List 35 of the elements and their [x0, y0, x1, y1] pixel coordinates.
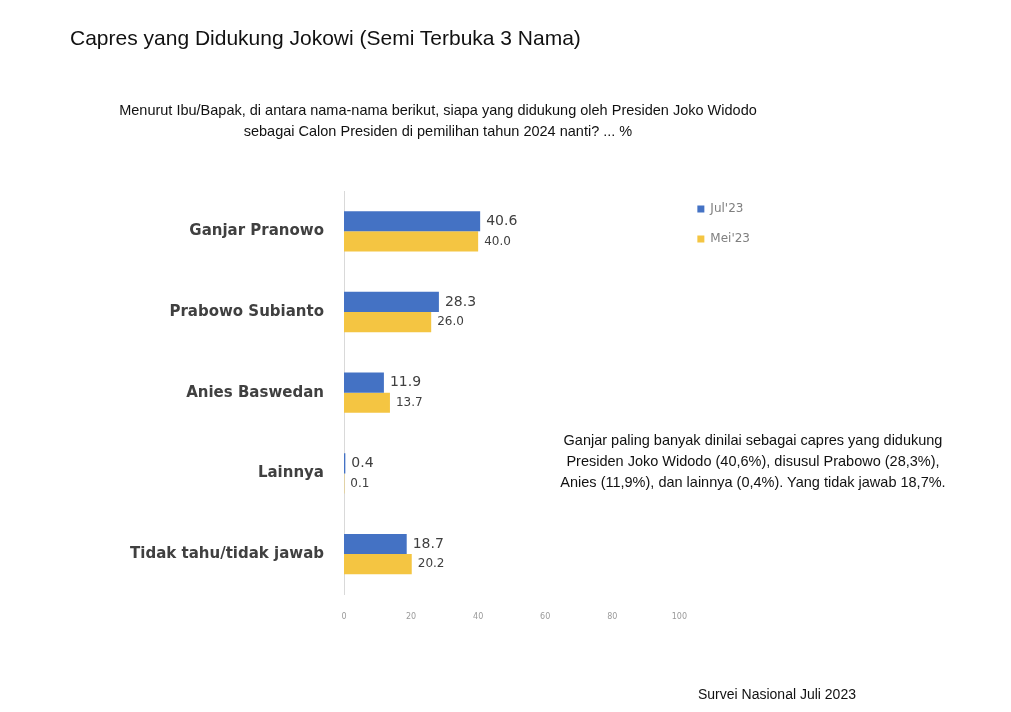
annotation: Ganjar paling banyak dinilai sebagai capres yang didukung Presiden Joko Widodo (40,6%), disusul Prabowo (28,3%), Anies (11,9%), dan lainnya (0,4%). Yang tidak jawab 18,7%. — [559, 431, 947, 492]
x-tick-label: 40 — [473, 612, 484, 622]
x-tick-label: 80 — [607, 612, 618, 622]
y-tick-label: Lainnya — [257, 463, 324, 482]
bar — [344, 291, 439, 313]
data-label: 18.7 — [412, 534, 444, 551]
bar — [344, 312, 432, 333]
data-label: 13.7 — [395, 394, 423, 409]
y-tick-label: Prabowo Subianto — [169, 301, 324, 320]
data-label: 40.6 — [486, 211, 518, 228]
data-label: 40.0 — [484, 233, 511, 248]
x-tick-label: 100 — [671, 612, 687, 622]
legend-label: Jul'23 — [709, 201, 744, 216]
bar — [344, 554, 412, 575]
x-tick-label: 0 — [341, 612, 347, 622]
chart-subtitle: Menurut Ibu/Bapak, di antara nama-nama berikut, siapa yang didukung oleh Presiden Joko Widodo sebagai Calon Presiden di pemilihan tahun 2024 nanti? ... % — [118, 101, 758, 141]
data-label: 26.0 — [437, 314, 464, 329]
bar — [344, 211, 481, 232]
bar — [344, 372, 384, 393]
y-tick-label: Tidak tahu/tidak jawab — [130, 543, 325, 562]
data-label: 0.1 — [350, 475, 370, 490]
data-label: 11.9 — [389, 373, 422, 390]
data-label: 20.2 — [417, 556, 445, 571]
y-tick-label: Anies Baswedan — [186, 382, 324, 401]
bar — [344, 533, 407, 555]
chart-title: Capres yang Didukung Jokowi (Semi Terbuka 3 Nama) — [70, 26, 581, 50]
data-label: 28.3 — [444, 292, 477, 309]
y-tick-label: Ganjar Pranowo — [189, 221, 324, 240]
legend-label: Mei'23 — [710, 231, 750, 246]
bar — [344, 231, 479, 252]
text: Survei Nasional Juli 2023 — [698, 686, 856, 702]
x-tick-label: 20 — [405, 612, 417, 622]
data-label: 0.4 — [351, 453, 374, 470]
bar — [344, 392, 390, 413]
x-tick-label: 60 — [540, 612, 551, 622]
